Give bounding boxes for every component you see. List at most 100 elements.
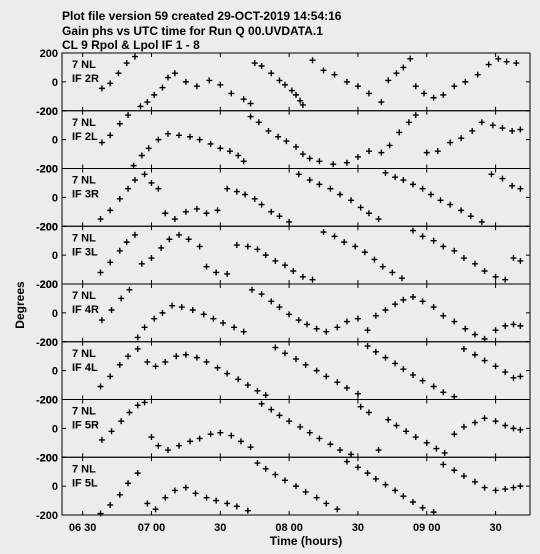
data-point <box>502 276 509 283</box>
data-point <box>193 205 200 212</box>
data-point <box>334 506 341 513</box>
data-point <box>423 439 430 446</box>
data-point <box>220 319 227 326</box>
data-point <box>365 90 372 97</box>
data-point <box>427 191 434 198</box>
data-point <box>224 500 231 507</box>
data-point <box>386 142 393 149</box>
data-point <box>440 389 447 396</box>
data-point <box>203 494 210 501</box>
data-point <box>371 256 378 263</box>
data-point <box>224 270 231 277</box>
x-tick-label: 30 <box>489 522 501 534</box>
data-point <box>299 273 306 280</box>
data-point <box>502 322 509 329</box>
data-point <box>217 145 224 152</box>
data-point <box>440 243 447 250</box>
panel-antenna-label: 7 NL <box>72 463 96 475</box>
data-point <box>451 393 458 400</box>
data-point <box>460 423 467 430</box>
data-point <box>460 255 467 262</box>
data-point <box>393 70 400 77</box>
data-point <box>297 97 304 104</box>
data-point <box>247 100 254 107</box>
data-point <box>352 243 359 250</box>
data-point <box>451 247 458 254</box>
data-point <box>421 90 428 97</box>
data-point <box>403 428 410 435</box>
data-point <box>400 296 407 303</box>
data-point <box>412 83 419 90</box>
data-point <box>268 208 275 215</box>
data-point <box>116 120 123 127</box>
data-point <box>262 392 269 399</box>
data-point <box>272 471 279 478</box>
data-point <box>451 467 458 474</box>
data-point <box>313 325 320 332</box>
data-point <box>419 377 426 384</box>
data-point <box>419 504 426 511</box>
panel-antenna-label: 7 NL <box>72 348 96 360</box>
data-point <box>97 510 104 517</box>
data-point <box>125 185 132 192</box>
data-point <box>372 312 379 319</box>
data-point <box>126 286 133 293</box>
data-point <box>365 409 372 416</box>
data-point <box>302 488 309 495</box>
data-point <box>196 136 203 143</box>
panel-if-label: IF 3R <box>72 189 99 201</box>
data-point <box>327 185 334 192</box>
y-tick-label: -200 <box>36 221 58 233</box>
data-point <box>410 371 416 378</box>
data-point <box>410 227 416 234</box>
data-point <box>343 384 350 391</box>
data-point <box>193 83 200 90</box>
data-point <box>297 423 304 430</box>
data-point <box>283 138 290 145</box>
data-point <box>155 136 162 143</box>
data-point <box>293 356 299 363</box>
data-point <box>192 490 199 497</box>
data-point <box>354 390 361 397</box>
data-point <box>196 435 203 442</box>
y-tick-label: -200 <box>36 395 58 407</box>
data-point <box>471 260 478 267</box>
data-point <box>268 70 275 77</box>
data-point <box>378 99 385 106</box>
y-tick-label: 200 <box>40 164 58 176</box>
data-point <box>510 484 517 491</box>
data-point <box>410 293 416 300</box>
data-point <box>152 363 159 370</box>
data-point <box>281 477 288 484</box>
data-point <box>217 429 224 436</box>
data-point <box>478 119 485 126</box>
data-point <box>240 96 247 103</box>
data-point <box>145 145 152 152</box>
data-point <box>460 345 467 352</box>
data-point <box>176 231 182 238</box>
data-point <box>334 379 341 386</box>
data-point <box>118 295 125 302</box>
data-point <box>341 239 348 246</box>
data-point <box>196 243 203 250</box>
data-point <box>471 331 478 338</box>
x-tick-label: 08 00 <box>275 522 303 534</box>
data-point <box>182 351 189 358</box>
data-point <box>281 262 288 269</box>
data-point <box>419 185 426 192</box>
y-tick-label: 0 <box>52 192 58 204</box>
data-point <box>171 216 178 223</box>
data-point <box>235 152 242 159</box>
data-point <box>510 425 517 432</box>
y-tick-label: 200 <box>40 395 58 407</box>
data-point <box>478 218 485 225</box>
data-point <box>337 447 344 454</box>
y-tick-label: 0 <box>52 423 58 435</box>
data-point <box>235 376 242 383</box>
data-point <box>107 132 114 139</box>
data-point <box>162 358 169 365</box>
data-point <box>430 509 437 516</box>
data-point <box>210 315 217 322</box>
data-point <box>203 263 210 270</box>
